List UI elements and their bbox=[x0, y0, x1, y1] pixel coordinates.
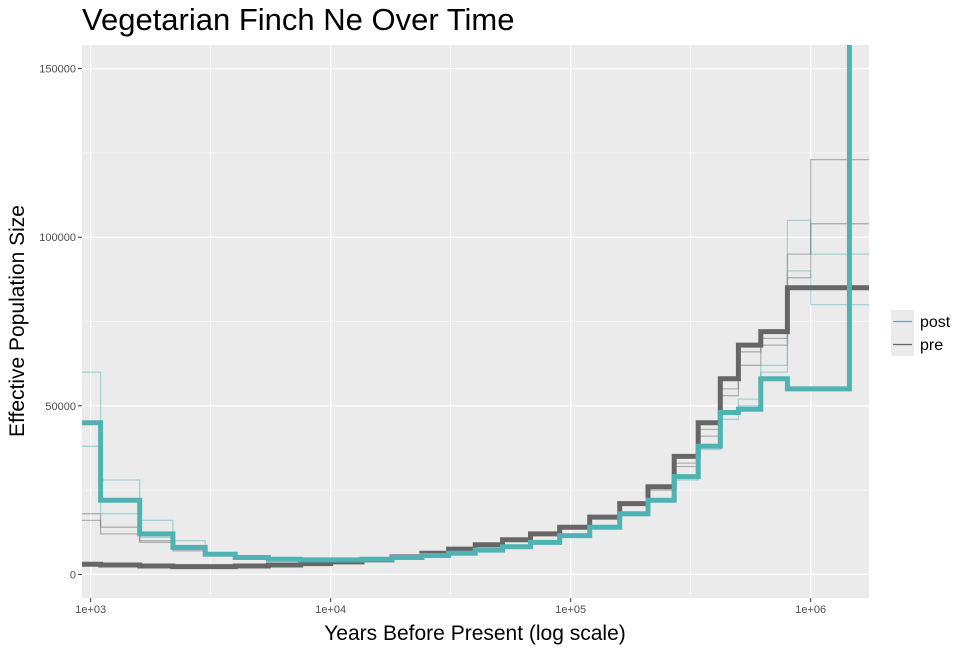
grid bbox=[82, 45, 869, 598]
y-tick-label: 0 bbox=[70, 569, 76, 581]
legend-label-pre: pre bbox=[920, 337, 943, 354]
y-axis: 0 50000 100000 150000 bbox=[39, 64, 82, 581]
series-line-pre bbox=[82, 285, 869, 570]
y-axis-title: Effective Population Size bbox=[6, 205, 29, 437]
y-tick-label: 50000 bbox=[45, 401, 76, 413]
y-tick-label: 150000 bbox=[39, 64, 76, 76]
x-tick-label: 1e+06 bbox=[795, 604, 826, 616]
legend-label-post: post bbox=[920, 314, 951, 331]
x-axis-title: Years Before Present (log scale) bbox=[324, 622, 626, 645]
main-lines bbox=[82, 45, 869, 570]
series-line-post bbox=[82, 45, 852, 563]
x-tick-label: 1e+05 bbox=[555, 604, 586, 616]
x-tick-label: 1e+04 bbox=[315, 604, 346, 616]
chart-title: Vegetarian Finch Ne Over Time bbox=[82, 2, 514, 37]
y-tick-label: 100000 bbox=[39, 232, 76, 244]
legend: post pre bbox=[891, 310, 951, 356]
x-axis: 1e+03 1e+04 1e+05 1e+06 bbox=[75, 598, 826, 616]
x-tick-label: 1e+03 bbox=[75, 604, 106, 616]
